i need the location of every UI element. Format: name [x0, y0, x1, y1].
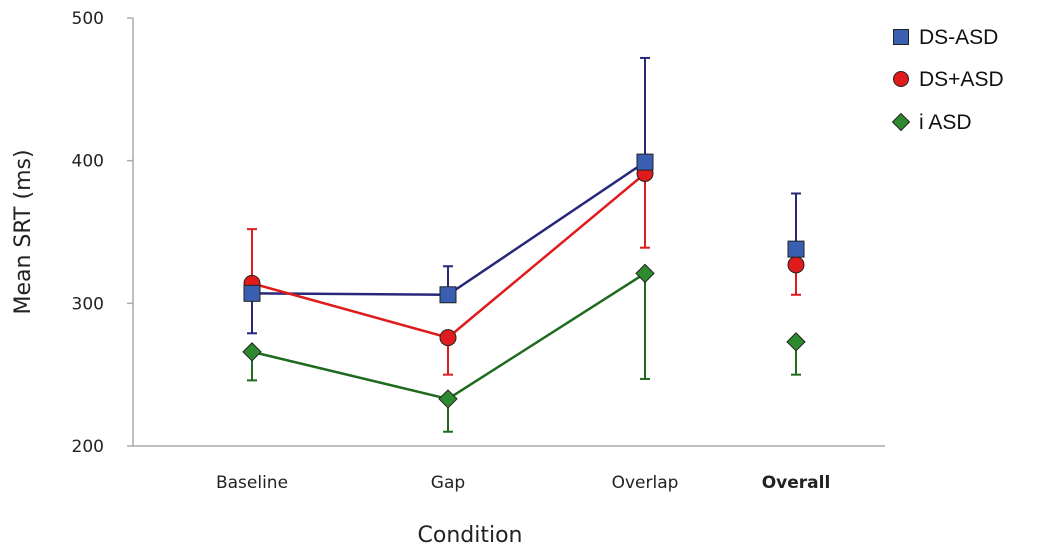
legend-marker-ds-plus-asd [893, 71, 909, 87]
y-tick-label: 300 [72, 294, 104, 314]
x-tick-label-baseline: Baseline [216, 473, 288, 493]
y-tick-label: 500 [72, 9, 104, 29]
y-tick-label: 200 [72, 437, 104, 457]
x-ticks: Baseline Gap Overlap Overall [216, 473, 830, 493]
point-i-asd-gap [438, 389, 458, 409]
legend-marker-i-asd [891, 112, 911, 132]
x-tick-label-gap: Gap [431, 473, 465, 493]
y-ticks: 200 300 400 500 [72, 9, 133, 457]
point-ds-asd-gap [439, 286, 457, 304]
error-bar-ds-plus-asd-overlap [640, 172, 650, 249]
error-bar-i-asd-overlap [640, 272, 650, 380]
legend-item-i-asd: i ASD [891, 111, 972, 134]
legend-item-ds-asd: DS-ASD [893, 26, 998, 49]
point-ds-plus-asd-overall [787, 256, 805, 274]
x-tick-label-overlap: Overlap [612, 473, 679, 493]
point-i-asd-baseline [242, 342, 262, 362]
series-line-ds-plus-asd [251, 172, 646, 339]
point-i-asd-overall [786, 332, 806, 352]
x-tick-label-overall: Overall [762, 473, 831, 493]
x-axis-label: Condition [418, 523, 523, 548]
error-bar-ds-asd-overlap [640, 56, 650, 164]
legend-item-ds-plus-asd: DS+ASD [893, 68, 1004, 91]
point-ds-asd-overlap [636, 153, 654, 171]
y-tick-label: 400 [72, 152, 104, 172]
legend-label: i ASD [919, 111, 972, 134]
legend: DS-ASD DS+ASD i ASD [891, 26, 1004, 134]
legend-label: DS-ASD [919, 26, 998, 49]
point-ds-asd-overall [787, 240, 805, 258]
point-ds-plus-asd-gap [439, 329, 457, 347]
legend-marker-ds-asd [893, 29, 909, 45]
markers [242, 153, 806, 409]
y-axis-label: Mean SRT (ms) [11, 149, 36, 314]
axes [132, 18, 885, 447]
point-i-asd-overlap [635, 263, 655, 284]
point-ds-asd-baseline [243, 284, 261, 302]
legend-label: DS+ASD [919, 68, 1004, 91]
